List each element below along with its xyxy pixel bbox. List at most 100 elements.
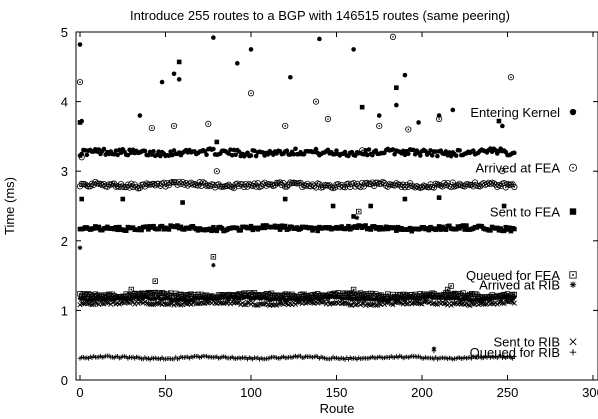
data-point [358, 296, 363, 302]
data-point-outlier [214, 139, 220, 145]
data-point [175, 298, 180, 303]
data-point [241, 295, 247, 300]
data-point [375, 296, 380, 302]
data-point [85, 301, 92, 307]
data-point [484, 296, 490, 301]
data-point [392, 151, 397, 157]
data-point [451, 290, 458, 297]
data-point-outlier [79, 196, 85, 202]
data-point [144, 224, 149, 229]
data-point [233, 294, 238, 300]
data-point [347, 302, 353, 308]
data-point [245, 294, 250, 300]
data-point [224, 296, 230, 302]
data-point [303, 300, 309, 306]
data-point [313, 225, 319, 231]
data-point [182, 296, 187, 301]
data-point [161, 300, 167, 306]
data-point [370, 296, 375, 302]
data-point [101, 295, 107, 301]
data-point-outlier [499, 168, 506, 175]
data-point-outlier [507, 74, 515, 81]
data-point [443, 296, 449, 302]
data-point [128, 298, 134, 305]
data-point [82, 147, 88, 153]
data-point [211, 146, 216, 152]
data-point [470, 301, 476, 307]
data-point [174, 301, 181, 307]
data-point [178, 224, 184, 230]
data-point [395, 297, 401, 303]
data-point [301, 297, 307, 303]
data-point [382, 296, 387, 301]
data-point [246, 295, 252, 301]
x-tick-label: 200 [411, 385, 433, 400]
data-point-outlier [350, 286, 357, 293]
data-point [185, 292, 191, 299]
data-point [113, 296, 119, 302]
data-point [477, 297, 483, 303]
data-point [111, 299, 117, 305]
data-point [181, 300, 187, 306]
data-point [144, 300, 150, 306]
data-point [368, 302, 374, 308]
data-point [471, 148, 476, 153]
data-point [457, 148, 462, 153]
data-point [151, 149, 156, 154]
data-point-outlier [137, 113, 143, 118]
data-point [298, 296, 303, 301]
data-point [496, 295, 502, 300]
data-point [433, 301, 439, 307]
axis-ticks: 0 50 100 150 200 250 300 0 1 2 3 4 5 [61, 25, 598, 400]
data-point [195, 296, 201, 302]
y-axis-label: Time (ms) [2, 177, 17, 235]
data-point [325, 295, 331, 301]
data-point [154, 295, 160, 301]
data-point [385, 291, 391, 297]
data-point [253, 302, 259, 308]
data-point-outlier [247, 90, 255, 97]
data-point [89, 302, 95, 308]
x-tick-label: 300 [582, 385, 598, 400]
data-point [223, 294, 228, 300]
data-point [159, 223, 165, 229]
data-point [417, 300, 423, 307]
legend-label: Queued for FEA [466, 268, 560, 283]
data-point [424, 295, 430, 300]
data-point [388, 296, 394, 302]
data-point [168, 300, 174, 307]
data-point [171, 148, 177, 153]
data-point [511, 183, 518, 191]
data-point [406, 151, 411, 157]
data-point [325, 147, 331, 153]
data-point [325, 298, 331, 305]
data-point [512, 354, 517, 359]
data-point [361, 297, 367, 303]
data-point-outlier [359, 104, 365, 110]
data-point-outlier [78, 154, 85, 161]
data-point [315, 228, 320, 234]
x-axis-label: Route [320, 401, 355, 416]
data-point-outlier [500, 123, 505, 129]
data-point-outlier [376, 113, 382, 118]
legend-marker [569, 108, 577, 116]
data-point [448, 153, 454, 159]
data-point [277, 227, 283, 232]
data-point [344, 290, 350, 296]
data-point-outlier [180, 200, 185, 205]
data-point [282, 183, 289, 190]
data-point [438, 227, 444, 232]
data-point [482, 301, 488, 307]
data-point [212, 294, 218, 300]
data-point [229, 152, 235, 158]
data-point [368, 297, 373, 302]
data-point [452, 296, 457, 301]
data-point [262, 225, 267, 231]
data-point [296, 297, 302, 302]
data-point [438, 296, 444, 301]
data-point [368, 227, 373, 232]
data-point [214, 228, 220, 234]
data-point [113, 225, 119, 230]
data-point-outlier [317, 36, 322, 42]
